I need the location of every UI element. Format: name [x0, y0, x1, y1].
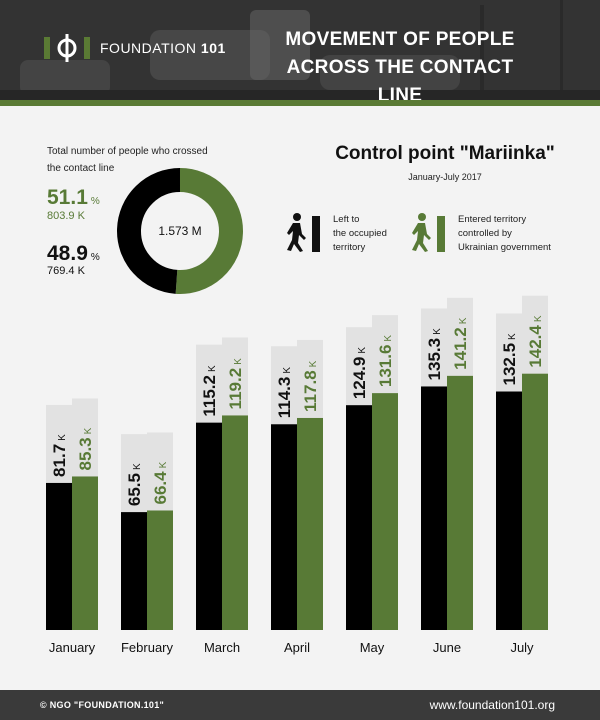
legend-entered-line-3: Ukrainian government — [458, 242, 551, 253]
bar-label-bg-left — [421, 308, 447, 387]
bar-entered — [297, 417, 323, 630]
legend-left-line-3: territory — [333, 242, 366, 253]
bar-entered — [72, 476, 98, 630]
title-line-1: MOVEMENT OF PEOPLE — [285, 29, 515, 50]
title-line-2: ACROSS THE CONTACT LINE — [286, 57, 514, 100]
legend-entered-line-1: Entered territory — [458, 214, 527, 225]
total-label-line-2: the contact line — [47, 163, 115, 174]
bar-value-label-left: 132.5K — [500, 333, 519, 386]
bar-value-label-entered: 141.2K — [451, 317, 470, 370]
left-percent-value: 48.9 — [47, 242, 88, 265]
bar-entered — [522, 373, 548, 630]
entered-percent: 51.1% — [47, 186, 100, 210]
bar-label-bg-entered — [297, 339, 323, 418]
entered-absolute: 803.9 K — [47, 210, 85, 222]
bar-value-label-entered: 119.2K — [226, 358, 245, 410]
bar-label-bg-left — [496, 313, 522, 392]
donut-slice-left — [117, 168, 181, 294]
bar-value-label-entered: 85.3K — [76, 427, 95, 470]
bar-entered — [447, 375, 473, 630]
bar-value-label-left: 115.2K — [200, 365, 219, 417]
bar-left — [421, 386, 447, 630]
header-banner: FOUNDATION 101 MOVEMENT OF PEOPLE ACROSS… — [0, 0, 600, 100]
legend-left-icon — [287, 213, 320, 252]
month-label: March — [204, 640, 240, 655]
entered-percent-value: 51.1 — [47, 186, 88, 209]
bar-label-bg-entered — [222, 337, 248, 416]
month-label: February — [121, 640, 174, 655]
bar-left — [271, 424, 297, 630]
bar-value-label-left: 114.3K — [275, 367, 294, 419]
bar-label-bg-left — [121, 434, 147, 513]
total-donut-chart — [117, 168, 243, 294]
logo-text: FOUNDATION — [100, 40, 197, 56]
bar-label-bg-left — [196, 344, 222, 423]
month-label: June — [433, 640, 461, 655]
footer-url[interactable]: www.foundation101.org — [429, 698, 555, 712]
bar-label-bg-entered — [372, 315, 398, 394]
bar-label-bg-entered — [147, 432, 173, 511]
street-scene-background — [0, 0, 600, 100]
legend-left-label: Left to the occupied territory — [333, 213, 387, 255]
page-title: MOVEMENT OF PEOPLE ACROSS THE CONTACT LI… — [270, 26, 530, 100]
bar-value-label-left: 124.9K — [350, 347, 369, 400]
bar-left — [346, 405, 372, 630]
control-point-title: Control point "Mariinka" — [335, 143, 555, 164]
logo-number: 101 — [200, 40, 226, 56]
legend-entered-icon — [412, 213, 445, 252]
bar-label-bg-left — [346, 327, 372, 406]
bar-value-label-left: 65.5K — [125, 463, 144, 506]
left-percent: 48.9% — [47, 242, 100, 266]
bar-entered — [372, 393, 398, 630]
month-label: January — [49, 640, 96, 655]
legend-entered-label: Entered territory controlled by Ukrainia… — [458, 213, 551, 255]
donut-slice-entered — [175, 168, 243, 294]
left-percent-sign: % — [90, 252, 100, 263]
total-label: Total number of people who crossed the c… — [47, 143, 247, 177]
bar-value-label-entered: 66.4K — [151, 461, 170, 504]
bar-label-bg-left — [46, 404, 72, 483]
month-label: May — [360, 640, 385, 655]
footer: © NGO "FOUNDATION.101" www.foundation101… — [0, 690, 600, 720]
bar-value-label-entered: 117.8K — [301, 360, 320, 412]
donut-total: 1.573 M — [158, 224, 202, 238]
bar-value-label-left: 81.7K — [50, 434, 69, 477]
month-label: April — [284, 640, 310, 655]
legend-left-line-2: the occupied — [333, 228, 387, 239]
entered-percent-sign: % — [90, 196, 100, 207]
foundation-logo[interactable]: FOUNDATION 101 — [42, 34, 226, 62]
bar-label-bg-entered — [522, 295, 548, 374]
bar-left — [121, 512, 147, 630]
bar-value-label-entered: 131.6K — [376, 335, 395, 388]
bar-left — [196, 422, 222, 630]
bar-value-label-left: 135.3K — [425, 328, 444, 381]
bar-value-label-entered: 142.4K — [526, 315, 545, 368]
legend-left-line-1: Left to — [333, 214, 360, 225]
logo-mark-icon — [44, 34, 90, 62]
bar-entered — [222, 415, 248, 630]
month-label: July — [510, 640, 534, 655]
header-stripe — [0, 100, 600, 106]
bar-label-bg-left — [271, 346, 297, 425]
legend-entered-line-2: controlled by — [458, 228, 512, 239]
bar-label-bg-entered — [72, 398, 98, 477]
total-label-line-1: Total number of people who crossed — [47, 146, 208, 157]
bar-left — [46, 482, 72, 630]
control-point-period: January-July 2017 — [408, 172, 482, 182]
footer-copyright: © NGO "FOUNDATION.101" — [40, 700, 165, 710]
left-absolute: 769.4 K — [47, 265, 85, 277]
bar-left — [496, 391, 522, 630]
bar-entered — [147, 510, 173, 630]
bar-label-bg-entered — [447, 297, 473, 376]
monthly-bar-chart: 81.7K 85.3K January 65.5K 66.4K February 115.2… — [46, 295, 548, 655]
